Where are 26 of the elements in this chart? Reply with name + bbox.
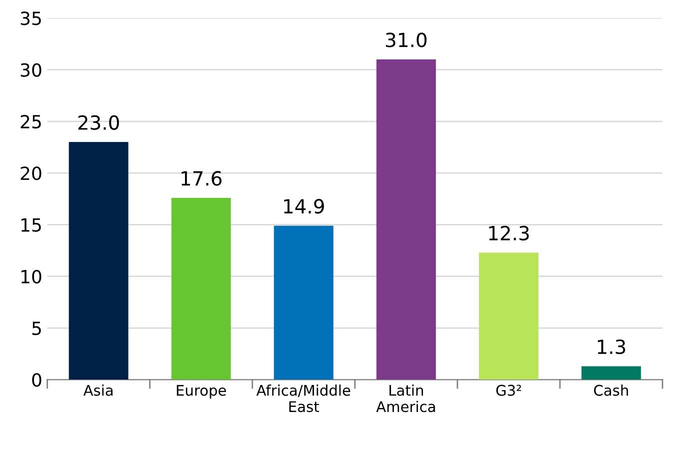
data-label: 17.6 [182, 171, 222, 186]
bar [478, 252, 538, 380]
y-tick-label: 5 [32, 322, 41, 336]
data-label: 14.9 [284, 198, 324, 214]
y-tick-label: 0 [32, 373, 42, 387]
x-tick-label: Cash [594, 384, 628, 396]
data-label: 23.0 [78, 115, 119, 130]
y-tick-label: 20 [20, 166, 42, 180]
bar [581, 366, 641, 380]
data-label: 1.3 [598, 339, 626, 354]
data-label: 31.0 [386, 32, 427, 48]
x-tick-label: Latin America [376, 384, 435, 412]
y-tick-label: 30 [20, 63, 42, 77]
bar [171, 198, 231, 380]
x-tick-label: Asia [83, 384, 113, 396]
bar [376, 59, 436, 380]
bar [274, 226, 334, 380]
x-tick-label: G3² [496, 384, 521, 396]
y-tick-label: 25 [20, 114, 41, 129]
y-tick-label: 15 [21, 218, 41, 232]
y-tick-label: 10 [21, 270, 42, 284]
data-label: 12.3 [489, 226, 529, 241]
y-tick-label: 35 [20, 12, 41, 26]
x-tick-label: Africa/Middle East [256, 384, 350, 412]
x-tick-label: Europe [176, 384, 226, 399]
bar [68, 142, 128, 380]
